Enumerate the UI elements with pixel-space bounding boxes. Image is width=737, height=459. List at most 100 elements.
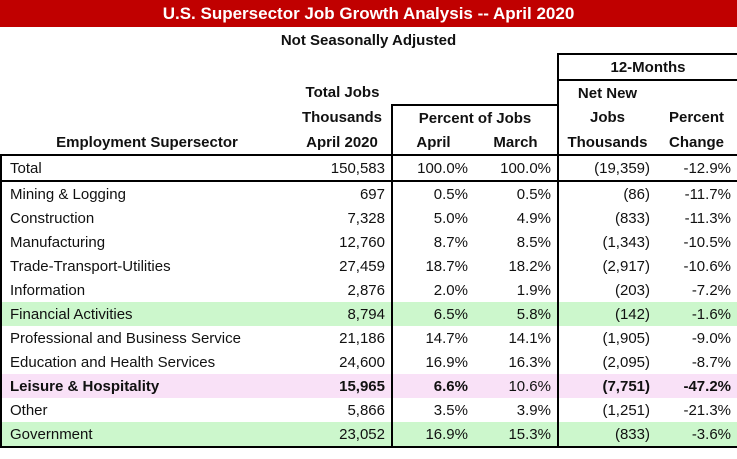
table-subtitle: Not Seasonally Adjusted	[280, 32, 457, 49]
cell-percent-change: -10.5%	[656, 230, 737, 254]
cell-percent-change: -12.9%	[656, 154, 737, 182]
cell-supersector: Leisure & Hospitality	[0, 374, 293, 398]
cell-percent-change: -8.7%	[656, 350, 737, 374]
cell-net-new-jobs: (142)	[557, 302, 656, 326]
cell-percent-march: 3.9%	[516, 401, 551, 419]
cell-percent-change: -11.7%	[656, 181, 737, 206]
cell-total-jobs: 12,760	[339, 233, 385, 251]
cell-total-jobs: 15,965	[293, 374, 392, 398]
cell-supersector: Financial Activities	[0, 302, 293, 326]
table-title: U.S. Supersector Job Growth Analysis -- …	[0, 0, 737, 27]
header-percent-change-2: Change	[656, 130, 737, 155]
cell-total-jobs: 150,583	[293, 154, 392, 182]
cell-net-new-jobs: (1,905)	[557, 326, 656, 350]
cell-total-jobs: 2,876	[347, 281, 385, 299]
cell-percent-change: -1.6%	[656, 302, 737, 326]
cell-supersector: Government	[0, 422, 293, 448]
cell-percent-april: 18.7%	[391, 254, 474, 278]
table-row: Other 5,866 3.5% 3.9% (1,251) -21.3%	[0, 398, 737, 422]
cell-net-new-jobs: (2,917)	[557, 254, 656, 278]
header-net-new-2: Jobs	[557, 105, 656, 130]
table-row: Government 23,052 16.9% 15.3% (833) -3.6%	[0, 422, 737, 448]
cell-supersector: Total	[0, 154, 293, 182]
header-net-new-3: Thousands	[557, 130, 656, 155]
cell-percent-april: 16.9%	[391, 422, 474, 448]
table-row: Construction 7,328 5.0% 4.9% (833) -11.3%	[0, 206, 737, 230]
cell-percent-april: 8.7%	[391, 230, 474, 254]
cell-total-jobs: 697	[359, 185, 385, 203]
header-percent-of-jobs: Percent of Jobs	[391, 104, 558, 130]
job-growth-table: 12-Months Total Jobs Net New Thousands P…	[0, 53, 737, 448]
table-row: Mining & Logging 697 0.5% 0.5% (86) -11.7%	[0, 181, 737, 206]
table-row: Manufacturing 12,760 8.7% 8.5% (1,343) -10.5%	[0, 230, 737, 254]
cell-percent-change: -3.6%	[656, 422, 737, 448]
cell-percent-april: 14.7%	[391, 326, 474, 350]
table-row: Education and Health Services 24,600 16.9%…	[0, 350, 737, 374]
cell-net-new-jobs: (1,343)	[557, 230, 656, 254]
cell-total-jobs: 23,052	[293, 422, 392, 448]
header-total-jobs-1: Total Jobs	[305, 84, 380, 101]
header-supersector: Employment Supersector	[56, 133, 238, 151]
cell-percent-march: 14.1%	[508, 329, 551, 347]
cell-net-new-jobs: (833)	[557, 422, 656, 448]
header-total-jobs-2: Thousands	[301, 109, 382, 126]
cell-percent-april: 2.0%	[391, 278, 474, 302]
cell-net-new-jobs: (7,751)	[557, 374, 656, 398]
header-12-months: 12-Months	[557, 53, 737, 81]
cell-percent-change: -7.2%	[656, 278, 737, 302]
cell-percent-march: 5.8%	[474, 302, 558, 326]
cell-net-new-jobs: (19,359)	[557, 154, 656, 182]
cell-percent-change: -11.3%	[656, 206, 737, 230]
cell-total-jobs: 7,328	[347, 209, 385, 227]
cell-total-jobs: 21,186	[339, 329, 385, 347]
cell-net-new-jobs: (833)	[557, 206, 656, 230]
cell-percent-change: -10.6%	[656, 254, 737, 278]
table-row: Financial Activities 8,794 6.5% 5.8% (142) -1…	[0, 302, 737, 326]
header-april: April	[391, 130, 474, 155]
cell-percent-march: 18.2%	[508, 257, 551, 275]
header-percent-change-1: Percent	[656, 105, 737, 130]
cell-percent-april: 6.6%	[391, 374, 474, 398]
cell-percent-april: 0.5%	[391, 181, 474, 206]
cell-percent-april: 16.9%	[391, 350, 474, 374]
cell-percent-march: 8.5%	[516, 233, 551, 251]
cell-supersector: Information	[0, 278, 293, 302]
cell-supersector: Construction	[0, 206, 293, 230]
cell-total-jobs: 8,794	[293, 302, 392, 326]
cell-percent-april: 6.5%	[391, 302, 474, 326]
cell-percent-march: 10.6%	[474, 374, 558, 398]
cell-percent-march: 100.0%	[474, 154, 558, 182]
table-row: Professional and Business Service 21,186 1…	[0, 326, 737, 350]
cell-net-new-jobs: (2,095)	[557, 350, 656, 374]
cell-net-new-jobs: (86)	[557, 181, 656, 206]
header-total-jobs-3: April 2020	[306, 133, 378, 151]
cell-supersector: Mining & Logging	[0, 181, 293, 206]
table-row: Leisure & Hospitality 15,965 6.6% 10.6% (7,7…	[0, 374, 737, 398]
cell-percent-april: 5.0%	[391, 206, 474, 230]
header-march: March	[493, 133, 538, 151]
cell-percent-change: -47.2%	[656, 374, 737, 398]
cell-percent-april: 3.5%	[391, 398, 474, 422]
cell-supersector: Other	[0, 398, 293, 422]
cell-percent-march: 0.5%	[516, 185, 551, 203]
cell-total-jobs: 24,600	[339, 353, 385, 371]
header-net-new-1: Net New	[557, 80, 656, 105]
cell-percent-change: -9.0%	[656, 326, 737, 350]
cell-percent-march: 1.9%	[516, 281, 551, 299]
cell-percent-march: 4.9%	[516, 209, 551, 227]
cell-supersector: Manufacturing	[0, 230, 293, 254]
cell-supersector: Trade-Transport-Utilities	[0, 254, 293, 278]
cell-percent-change: -21.3%	[656, 398, 737, 422]
cell-percent-march: 16.3%	[508, 353, 551, 371]
cell-total-jobs: 27,459	[339, 257, 385, 275]
cell-net-new-jobs: (203)	[557, 278, 656, 302]
table-row: Trade-Transport-Utilities 27,459 18.7% 18.2…	[0, 254, 737, 278]
table-row: Information 2,876 2.0% 1.9% (203) -7.2%	[0, 278, 737, 302]
cell-percent-march: 15.3%	[474, 422, 558, 448]
cell-total-jobs: 5,866	[347, 401, 385, 419]
cell-percent-april: 100.0%	[391, 154, 474, 182]
cell-supersector: Professional and Business Service	[0, 326, 293, 350]
cell-supersector: Education and Health Services	[0, 350, 293, 374]
table-row: Total 150,583 100.0% 100.0% (19,359) -12.9%	[0, 154, 737, 182]
cell-net-new-jobs: (1,251)	[557, 398, 656, 422]
